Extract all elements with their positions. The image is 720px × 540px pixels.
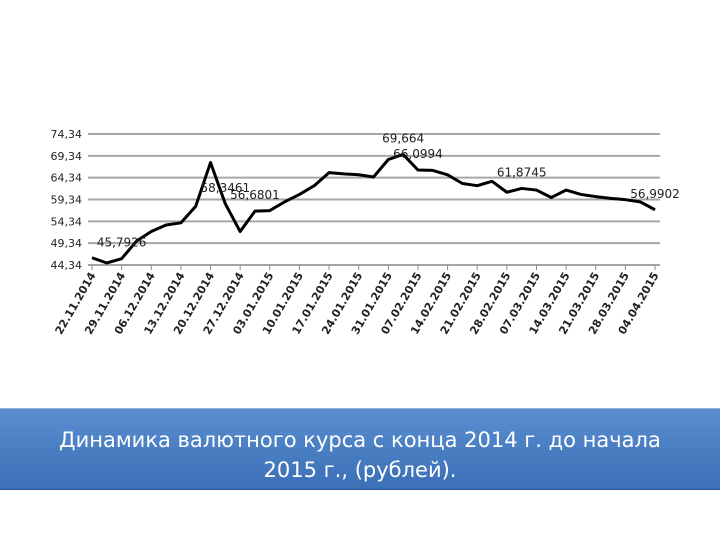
y-tick-label: 69,34 [51,150,83,163]
y-tick-label: 59,34 [51,194,83,207]
data-label: 45,7926 [97,236,147,250]
y-tick-label: 54,34 [51,215,83,228]
caption: Динамика валютного курса с конца 2014 г.… [0,408,720,490]
y-tick-label: 64,34 [51,172,83,185]
y-tick-label: 44,34 [51,259,83,272]
y-tick-label: 49,34 [51,237,83,250]
data-label: 56,6801 [230,188,280,202]
data-label: 66,0994 [393,147,443,161]
y-tick-label: 74,34 [51,128,83,141]
data-label: 58,3461 [201,181,251,195]
data-label: 61,8745 [497,165,547,179]
data-label: 56,9902 [630,187,680,201]
data-label: 69,664 [382,131,424,145]
line [91,152,656,265]
chart: 44,3449,3454,3459,3464,3469,3474,3422.11… [51,128,680,337]
